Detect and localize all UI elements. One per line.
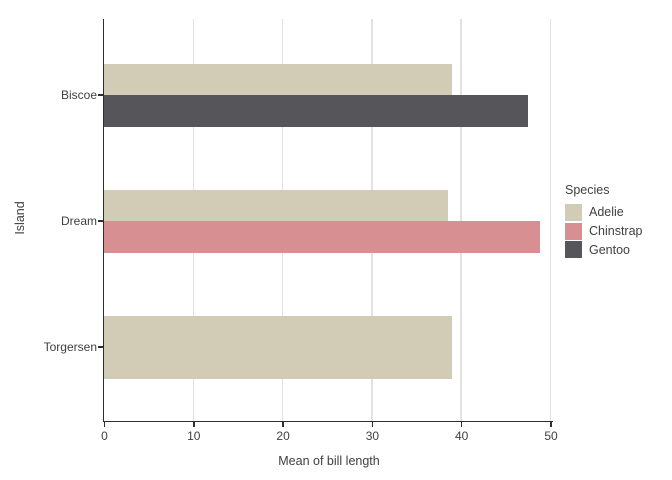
gridline-x-40 xyxy=(460,19,462,421)
x-tick-label-50: 50 xyxy=(544,429,558,443)
y-tick-label-biscoe: Biscoe xyxy=(60,88,97,102)
gridline-x-50 xyxy=(549,19,552,421)
y-tick-dream xyxy=(98,220,103,222)
x-tick-label-10: 10 xyxy=(187,429,201,443)
bar-biscoe-adelie xyxy=(104,63,453,95)
x-tick-20 xyxy=(282,422,284,427)
x-tick-label-40: 40 xyxy=(455,429,469,443)
legend-title: Species xyxy=(565,183,610,197)
legend-swatch-adelie xyxy=(565,203,582,221)
legend-item-chinstrap: Chinstrap xyxy=(565,222,643,241)
legend-item-adelie: Adelie xyxy=(565,203,643,222)
x-tick-40 xyxy=(460,422,463,427)
legend-swatch-chinstrap xyxy=(565,222,582,240)
legend-swatch-gentoo xyxy=(565,241,582,259)
legend-item-gentoo: Gentoo xyxy=(565,240,643,259)
bar-dream-adelie xyxy=(104,189,448,221)
legend-items: Adelie Chinstrap Gentoo xyxy=(565,203,643,259)
y-tick-torgersen xyxy=(98,346,103,348)
x-axis-title: Mean of bill length xyxy=(278,454,380,468)
x-tick-30 xyxy=(371,422,374,427)
x-tick-label-20: 20 xyxy=(276,429,290,443)
x-tick-10 xyxy=(193,422,195,427)
y-tick-biscoe xyxy=(98,94,103,96)
y-tick-label-dream: Dream xyxy=(60,214,97,228)
bar-torgersen-adelie xyxy=(104,315,452,379)
legend-label-gentoo: Gentoo xyxy=(589,242,631,257)
x-tick-label-30: 30 xyxy=(365,429,380,443)
bar-dream-chinstrap xyxy=(104,221,541,253)
y-axis-title: Island xyxy=(13,201,27,235)
y-tick-label-torgersen: Torgersen xyxy=(43,340,97,354)
x-tick-50 xyxy=(550,422,552,427)
plot-panel xyxy=(103,19,553,422)
legend-label-adelie: Adelie xyxy=(589,205,624,220)
x-tick-0 xyxy=(103,422,106,427)
legend-label-chinstrap: Chinstrap xyxy=(589,224,643,239)
legend: Species Adelie Chinstrap Gentoo xyxy=(565,183,643,259)
x-tick-label-0: 0 xyxy=(101,429,108,443)
bar-biscoe-gentoo xyxy=(104,95,529,127)
